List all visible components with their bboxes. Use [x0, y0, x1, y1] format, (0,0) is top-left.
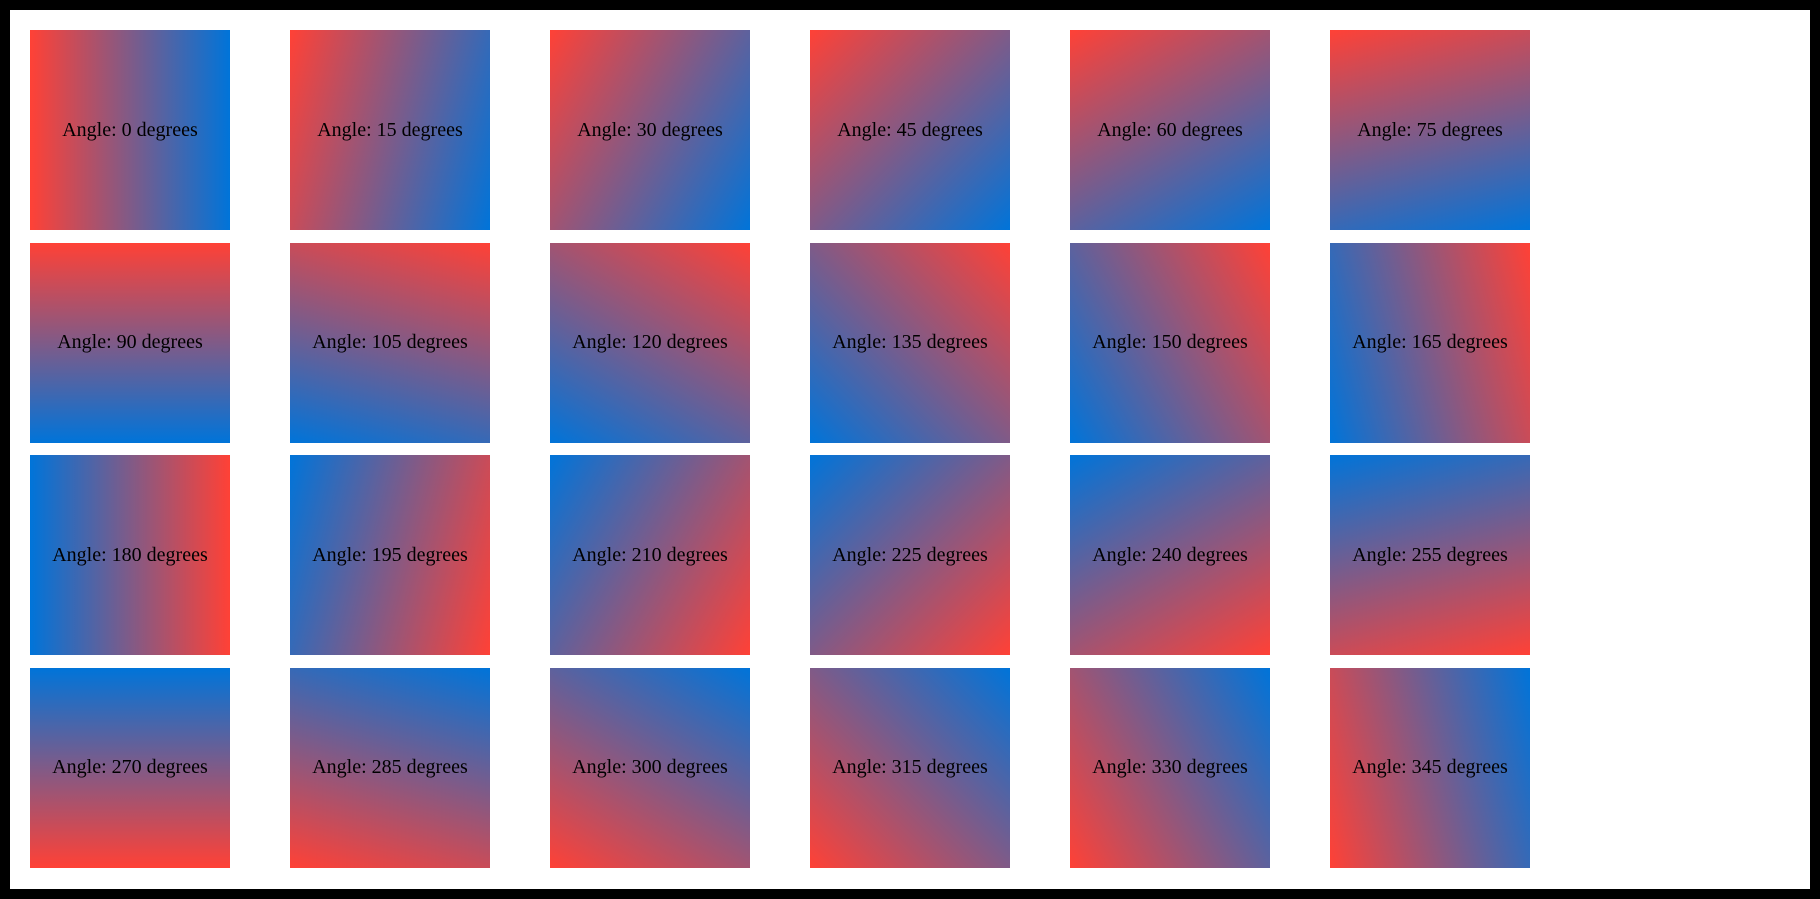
tile-label: Angle: 345 degrees	[1352, 756, 1508, 778]
gradient-tile: Angle: 300 degrees	[550, 667, 750, 868]
tile-label: Angle: 150 degrees	[1092, 331, 1248, 353]
tile-label: Angle: 255 degrees	[1352, 543, 1508, 566]
tile-label: Angle: 225 degrees	[832, 543, 988, 566]
tile-label: Angle: 120 degrees	[572, 331, 728, 353]
tile-label: Angle: 210 degrees	[572, 543, 728, 566]
gradient-tile: Angle: 165 degrees	[1330, 242, 1530, 443]
gradient-tile: Angle: 105 degrees	[290, 242, 490, 443]
tile-label: Angle: 180 degrees	[52, 543, 208, 566]
gradient-tile: Angle: 120 degrees	[550, 242, 750, 443]
gradient-tile: Angle: 195 degrees	[290, 455, 490, 655]
gradient-tile: Angle: 285 degrees	[290, 667, 490, 868]
tile-label: Angle: 15 degrees	[317, 118, 463, 141]
gradient-tile: Angle: 60 degrees	[1070, 30, 1270, 230]
gradient-tile: Angle: 210 degrees	[550, 455, 750, 655]
gradient-grid: Angle: 0 degrees Angle: 15 degrees Angle…	[30, 30, 1530, 868]
tile-label: Angle: 195 degrees	[312, 543, 468, 566]
tile-label: Angle: 75 degrees	[1357, 118, 1503, 141]
tile-label: Angle: 30 degrees	[577, 118, 723, 141]
gradient-tile: Angle: 75 degrees	[1330, 30, 1530, 230]
tile-label: Angle: 45 degrees	[837, 118, 983, 141]
tile-label: Angle: 135 degrees	[832, 331, 988, 353]
tile-label: Angle: 0 degrees	[62, 118, 198, 141]
tile-label: Angle: 300 degrees	[572, 756, 728, 778]
gradient-tile: Angle: 330 degrees	[1070, 667, 1270, 868]
tile-label: Angle: 270 degrees	[52, 756, 208, 778]
gradient-tile: Angle: 345 degrees	[1330, 667, 1530, 868]
gradient-tile: Angle: 240 degrees	[1070, 455, 1270, 655]
gradient-tile: Angle: 135 degrees	[810, 242, 1010, 443]
tile-label: Angle: 330 degrees	[1092, 756, 1248, 778]
tile-label: Angle: 165 degrees	[1352, 331, 1508, 353]
gradient-tile: Angle: 150 degrees	[1070, 242, 1270, 443]
gradient-tile: Angle: 15 degrees	[290, 30, 490, 230]
tile-label: Angle: 285 degrees	[312, 756, 468, 778]
gradient-tile: Angle: 225 degrees	[810, 455, 1010, 655]
tile-label: Angle: 60 degrees	[1097, 118, 1243, 141]
gradient-tile: Angle: 270 degrees	[30, 667, 230, 868]
gradient-tile: Angle: 45 degrees	[810, 30, 1010, 230]
gradient-tile: Angle: 255 degrees	[1330, 455, 1530, 655]
gradient-tile: Angle: 90 degrees	[30, 242, 230, 443]
tile-label: Angle: 105 degrees	[312, 331, 468, 353]
tile-label: Angle: 240 degrees	[1092, 543, 1248, 566]
gradient-tile: Angle: 180 degrees	[30, 455, 230, 655]
gradient-tile: Angle: 315 degrees	[810, 667, 1010, 868]
tile-label: Angle: 315 degrees	[832, 756, 988, 778]
tile-label: Angle: 90 degrees	[57, 331, 203, 353]
gradient-tile: Angle: 0 degrees	[30, 30, 230, 230]
gradient-tile: Angle: 30 degrees	[550, 30, 750, 230]
